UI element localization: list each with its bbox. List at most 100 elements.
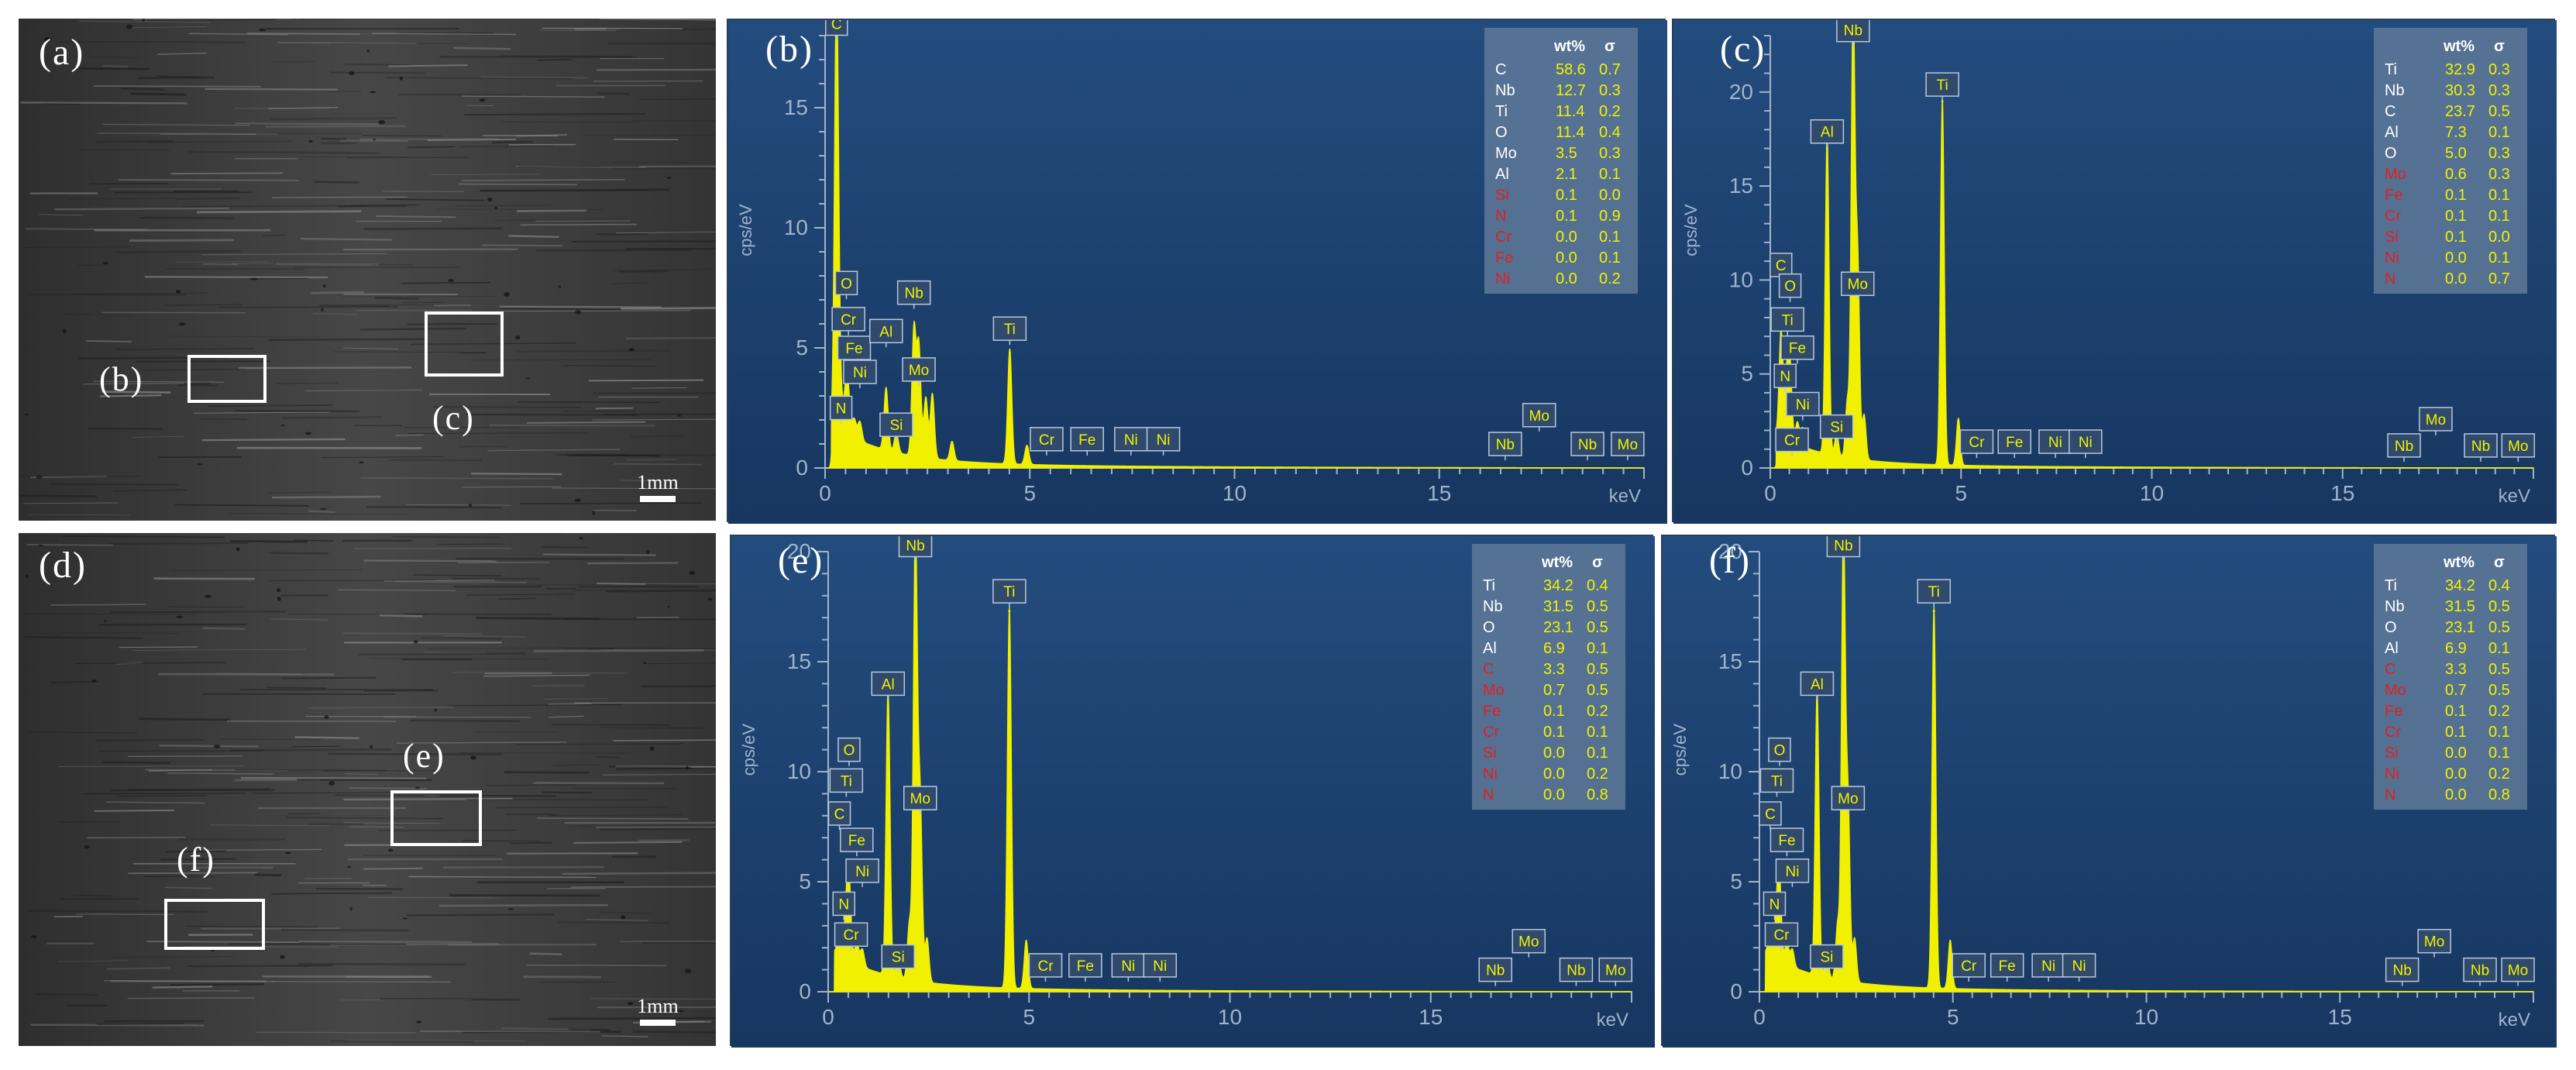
surface-pit xyxy=(349,907,353,911)
x-tick-label: 5 xyxy=(1023,481,1036,505)
roi-box-b xyxy=(187,355,267,403)
peak-label: Ni xyxy=(2069,429,2103,459)
surface-streak xyxy=(573,841,683,845)
eds-chart-f: 0 5 10 15 keV 0 5 10 15 20 cps/eV Nb Ti Al O Ti C Mo Fe Ni N… xyxy=(1663,536,2557,1048)
peak-label-text: C xyxy=(1765,807,1776,823)
peak-label: N xyxy=(832,891,855,920)
table-wt-value: 0.1 xyxy=(2445,187,2467,204)
surface-streak xyxy=(408,876,597,879)
surface-streak xyxy=(148,769,212,772)
spectrum-peak xyxy=(838,964,841,967)
table-element: Ni xyxy=(2385,249,2399,267)
peak-label-text: N xyxy=(1780,369,1790,385)
surface-streak xyxy=(433,405,582,409)
surface-streak xyxy=(152,986,213,989)
surface-pit xyxy=(414,786,421,789)
surface-streak xyxy=(592,418,716,421)
table-sigma-value: 0.5 xyxy=(1587,619,1608,636)
table-element: Al xyxy=(1495,166,1509,183)
table-wt-value: 3.3 xyxy=(1543,661,1565,678)
scale-bar-a: 1mm xyxy=(631,471,685,502)
spectrum-peak xyxy=(1026,447,1029,450)
surface-streak xyxy=(588,379,703,382)
surface-streak xyxy=(335,794,425,796)
peak-label: Ni xyxy=(1146,427,1181,456)
peak-label: Nb xyxy=(1559,957,1594,986)
surface-streak xyxy=(157,52,208,55)
peak-label: Ti xyxy=(992,579,1027,608)
surface-streak xyxy=(67,198,241,200)
table-wt-value: 0.1 xyxy=(1556,187,1577,204)
x-tick-label: 15 xyxy=(1427,481,1451,505)
table-sigma-value: 0.1 xyxy=(2488,249,2510,267)
sem-image-a: (a) (b) (c) 1mm xyxy=(19,19,716,521)
surface-streak xyxy=(311,291,364,294)
x-axis-label: keV xyxy=(2499,486,2530,507)
surface-streak xyxy=(471,473,562,476)
surface-streak xyxy=(571,886,716,889)
surface-streak xyxy=(631,387,687,389)
surface-streak xyxy=(600,911,651,914)
surface-streak xyxy=(218,306,399,308)
surface-pit xyxy=(104,620,107,622)
surface-streak xyxy=(642,942,716,944)
peak-label: Nb xyxy=(2463,957,2497,986)
surface-streak xyxy=(343,797,513,801)
surface-streak xyxy=(59,821,120,824)
peak-label: N xyxy=(1763,891,1787,920)
table-wt-value: 0.0 xyxy=(1556,229,1577,246)
surface-pit xyxy=(176,615,183,618)
surface-streak xyxy=(109,188,222,190)
surface-streak xyxy=(280,928,409,932)
spectrum-peak xyxy=(1025,942,1028,945)
peak-label-text: Ni xyxy=(1796,397,1810,414)
surface-pit xyxy=(515,335,521,340)
peak-label: O xyxy=(834,270,858,300)
peak-label-text: C xyxy=(834,807,845,823)
surface-streak xyxy=(164,886,212,889)
peak-label: Ti xyxy=(1759,768,1794,797)
spectrum-peak xyxy=(926,946,929,949)
surface-streak xyxy=(95,738,204,741)
surface-streak xyxy=(205,88,338,91)
y-tick-label: 0 xyxy=(799,979,811,1003)
surface-streak xyxy=(298,941,473,943)
table-element: Fe xyxy=(2385,703,2402,720)
x-tick-label: 0 xyxy=(1764,481,1776,505)
surface-streak xyxy=(187,965,333,967)
surface-streak xyxy=(526,421,646,424)
table-element: Mo xyxy=(2385,682,2406,699)
table-wt-value: 3.5 xyxy=(1556,145,1577,162)
composition-table: wt% σ Ti 32.9 0.3 Nb 30.3 0.3 C 23.7 0.5 Al 7.3 0.1 O 5… xyxy=(2374,28,2527,294)
peak-label: Nb xyxy=(2464,433,2498,462)
y-tick-label: 5 xyxy=(1730,869,1742,893)
surface-pit xyxy=(236,547,240,552)
surface-streak xyxy=(74,292,208,294)
peak-label-text: Nb xyxy=(1486,963,1505,979)
table-element: Mo xyxy=(2385,166,2406,183)
peak-label: Ni xyxy=(1114,427,1148,456)
peak-label: Cr xyxy=(1028,953,1063,982)
surface-streak xyxy=(104,980,275,982)
table-sigma-value: 0.5 xyxy=(1587,598,1608,615)
panel-label-b: (b) xyxy=(765,29,813,70)
surface-streak xyxy=(146,19,276,21)
peak-label: Ti xyxy=(992,316,1027,346)
surface-streak xyxy=(93,380,225,383)
table-sigma-value: 0.2 xyxy=(2488,703,2510,720)
roi-box-c xyxy=(425,311,504,377)
peak-label-text: Nb xyxy=(1567,963,1585,979)
surface-pit xyxy=(126,24,132,29)
surface-pit xyxy=(621,915,626,920)
surface-streak xyxy=(342,632,482,635)
surface-streak xyxy=(78,20,211,23)
peak-label-text: Nb xyxy=(2471,963,2489,979)
surface-pit xyxy=(434,708,438,712)
y-axis-label: cps/eV xyxy=(739,724,758,776)
peak-label-text: Ni xyxy=(855,864,869,880)
surface-pit xyxy=(62,329,67,334)
surface-pit xyxy=(413,640,418,644)
surface-streak xyxy=(413,574,502,577)
surface-streak xyxy=(489,424,655,427)
